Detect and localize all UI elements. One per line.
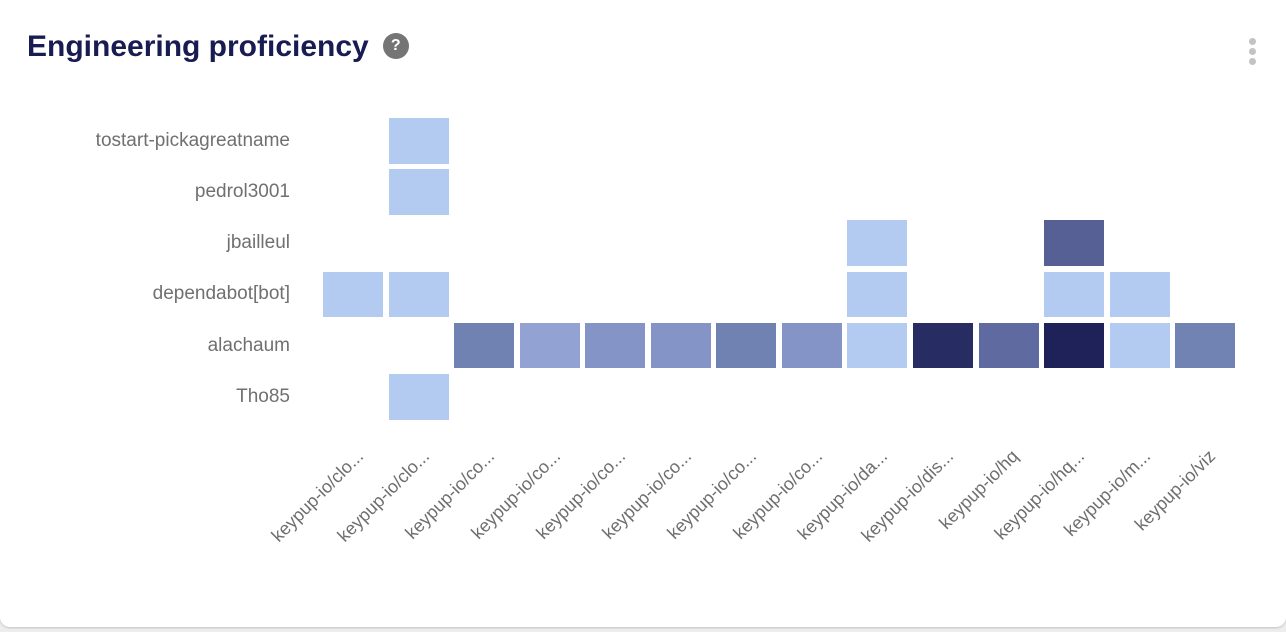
- kebab-menu-icon[interactable]: [1238, 34, 1266, 68]
- heatmap-cell[interactable]: [847, 322, 908, 369]
- heatmap-cell[interactable]: [1109, 271, 1170, 318]
- heatmap-cell[interactable]: [585, 322, 646, 369]
- page-title: Engineering proficiency: [27, 30, 369, 63]
- heatmap-cell[interactable]: [388, 374, 449, 420]
- heatmap-cell[interactable]: [388, 118, 449, 164]
- heatmap-cell[interactable]: [1109, 322, 1170, 369]
- heatmap-cell[interactable]: [1044, 220, 1105, 266]
- heatmap-cell[interactable]: [912, 322, 973, 369]
- heatmap-cell[interactable]: [847, 271, 908, 318]
- heatmap-cell[interactable]: [519, 322, 580, 369]
- heatmap-cell[interactable]: [323, 271, 383, 318]
- heatmap-cell[interactable]: [1044, 322, 1105, 369]
- row-label: pedrol3001: [194, 180, 290, 202]
- heatmap-cell[interactable]: [847, 220, 908, 266]
- heatmap-cell[interactable]: [1044, 271, 1105, 318]
- row-label: Tho85: [236, 385, 290, 407]
- heatmap-cell[interactable]: [781, 322, 842, 369]
- heatmap-cell[interactable]: [388, 271, 449, 318]
- row-label: tostart-pickagreatname: [95, 129, 290, 151]
- row-label: jbailleul: [226, 232, 290, 254]
- heatmap-cell[interactable]: [716, 322, 777, 369]
- help-icon[interactable]: ?: [382, 33, 409, 59]
- heatmap-cell[interactable]: [978, 322, 1039, 369]
- row-label: alachaum: [207, 334, 290, 356]
- heatmap-cell[interactable]: [388, 169, 449, 215]
- row-label: dependabot[bot]: [152, 283, 290, 305]
- card-header: Engineering proficiency?: [27, 28, 1266, 72]
- heatmap-cell[interactable]: [650, 322, 711, 369]
- heatmap-cell[interactable]: [1175, 322, 1236, 369]
- heatmap-cell[interactable]: [454, 322, 515, 369]
